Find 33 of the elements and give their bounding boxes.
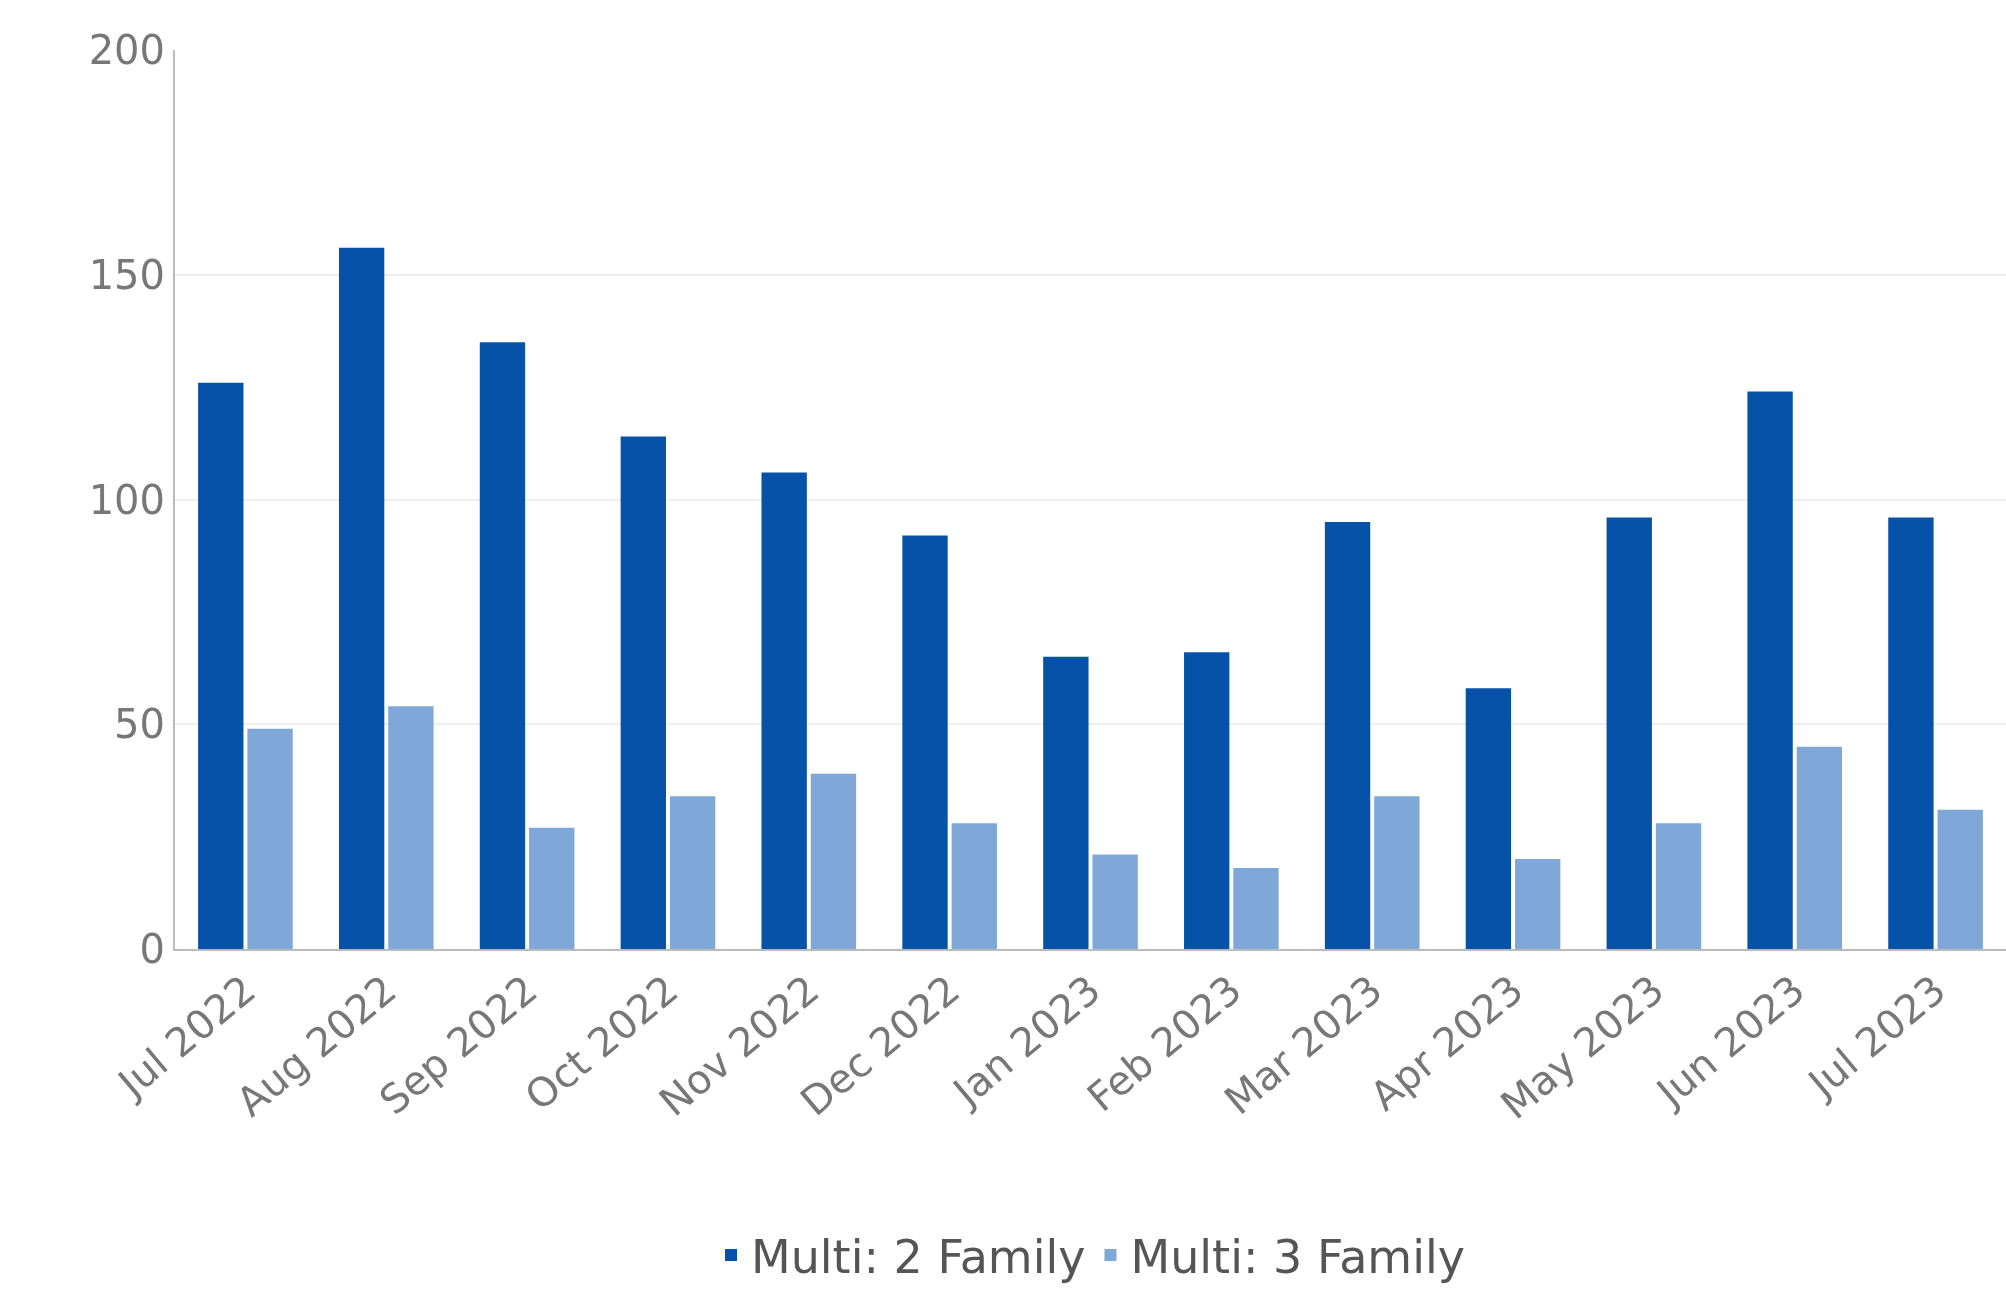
bar (1043, 656, 1089, 949)
bar (338, 247, 385, 949)
bar (1747, 391, 1793, 949)
bar (1092, 854, 1138, 949)
bar (1233, 868, 1279, 949)
bar (902, 535, 948, 949)
bar (1937, 809, 1983, 949)
legend-label: Multi: 3 Family (1130, 1230, 1465, 1285)
bar (1465, 688, 1512, 949)
bar (1374, 796, 1420, 949)
bar (1796, 746, 1843, 949)
bar (1184, 652, 1230, 949)
bar (669, 796, 716, 949)
bar (1888, 517, 1934, 949)
bar (529, 827, 575, 949)
bar (1324, 521, 1371, 949)
y-tick-label: 50 (114, 701, 165, 748)
legend-label: Multi: 2 Family (751, 1230, 1086, 1285)
bar (198, 382, 244, 949)
bar (247, 728, 293, 949)
bar (388, 706, 434, 949)
bar (479, 342, 526, 949)
bar (620, 436, 666, 949)
bar (761, 472, 807, 949)
y-tick-label: 100 (88, 476, 165, 523)
y-tick-label: 200 (88, 27, 165, 73)
bar (1606, 517, 1652, 949)
y-tick-label: 150 (88, 251, 165, 298)
bar (951, 823, 997, 949)
bar (1515, 859, 1561, 949)
bar (1655, 823, 1702, 949)
bar (810, 773, 857, 949)
y-tick-label: 0 (139, 926, 165, 972)
